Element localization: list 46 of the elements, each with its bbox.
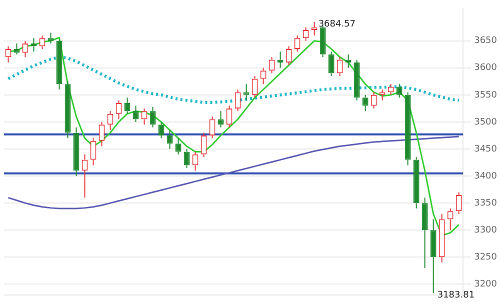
candlestick (150, 106, 156, 128)
candlestick (328, 51, 334, 76)
candlestick (268, 56, 275, 74)
candlestick (132, 105, 139, 122)
y-tick-label: 3500 (474, 117, 498, 128)
candlestick (413, 156, 420, 209)
candlestick (379, 89, 386, 101)
y-tick-label: 3550 (474, 90, 498, 100)
candlestick (166, 130, 173, 150)
candlestick (354, 59, 360, 101)
candlestick (116, 100, 122, 120)
candlestick (362, 94, 368, 112)
y-tick-label: 3250 (474, 252, 498, 262)
candlestick (456, 192, 462, 214)
candlestick (124, 97, 130, 114)
candlestick (234, 89, 241, 112)
candlestick (396, 84, 402, 98)
y-tick-label: 3650 (474, 36, 498, 46)
annotation: 3183.81 (437, 290, 475, 300)
candlestick (209, 116, 216, 139)
candlestick (226, 105, 232, 128)
y-tick-label: 3400 (474, 171, 498, 182)
candlestick (336, 56, 343, 76)
candlestick (438, 213, 445, 264)
candlestick (243, 84, 250, 101)
annotation: 3684.57 (318, 19, 356, 30)
candlestick (404, 92, 411, 166)
candlestick (30, 38, 37, 52)
candlestick (98, 121, 105, 147)
candlestick (175, 138, 182, 155)
candlestick (252, 75, 258, 98)
candlestick (422, 197, 428, 268)
y-tick-label: 3300 (474, 225, 498, 236)
candlestick (370, 92, 377, 109)
candlestick (158, 121, 164, 139)
y-tick-label: 3200 (474, 280, 498, 290)
candlestick (200, 132, 207, 158)
y-tick-label: 3350 (474, 198, 498, 208)
candlestick (48, 32, 54, 44)
y-tick-label: 3600 (474, 63, 498, 74)
y-tick-label: 3450 (474, 144, 498, 154)
candlestick (184, 148, 190, 168)
candlestick (294, 34, 300, 52)
candlestick (286, 46, 292, 66)
candlestick (192, 151, 198, 172)
candlestick (430, 218, 436, 294)
